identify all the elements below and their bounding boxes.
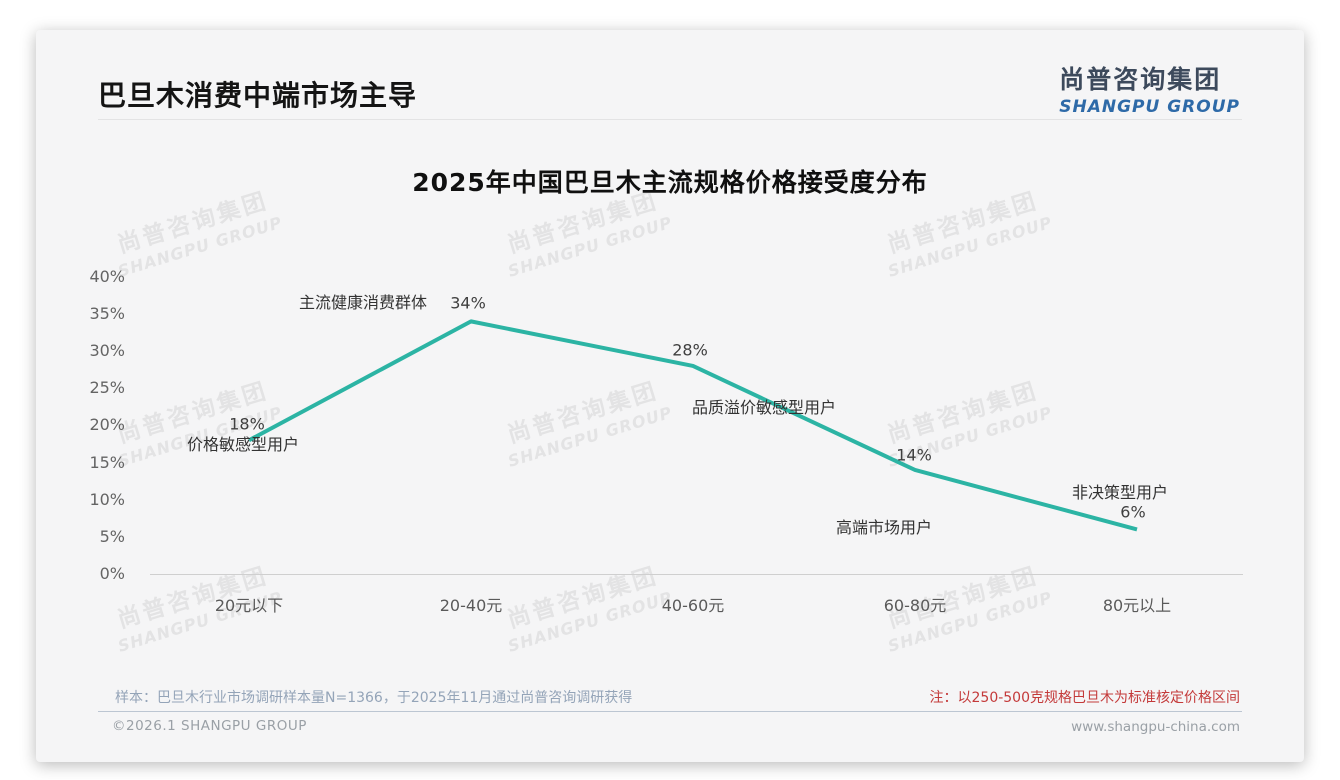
segment-annotation: 价格敏感型用户 xyxy=(186,435,300,455)
sample-note: 样本：巴旦木行业市场调研样本量N=1366，于2025年11月通过尚普咨询调研获… xyxy=(115,690,633,706)
y-tick-label: 35% xyxy=(89,303,125,323)
y-tick-label: 40% xyxy=(89,266,125,286)
data-value-label: 34% xyxy=(450,293,486,313)
price-basis-note: 注：以250-500克规格巴旦木为标准核定价格区间 xyxy=(929,690,1241,706)
data-value-label: 14% xyxy=(896,445,932,465)
footer-divider xyxy=(98,711,1242,712)
y-tick-label: 25% xyxy=(89,378,125,398)
segment-annotation: 主流健康消费群体 xyxy=(298,293,428,313)
x-axis-line xyxy=(150,574,1243,575)
segment-annotation: 高端市场用户 xyxy=(835,517,933,537)
x-axis-label: 80元以上 xyxy=(1102,596,1172,615)
logo-chinese-text: 尚普咨询集团 xyxy=(1059,65,1222,94)
copyright-text: ©2026.1 SHANGPU GROUP xyxy=(112,718,307,734)
x-axis-label: 60-80元 xyxy=(883,596,947,615)
x-axis-label: 40-60元 xyxy=(661,596,725,615)
x-axis-label: 20元以下 xyxy=(214,596,284,615)
data-value-label: 28% xyxy=(672,340,708,360)
y-tick-label: 10% xyxy=(89,489,125,509)
y-tick-label: 30% xyxy=(89,341,125,361)
x-axis-label: 20-40元 xyxy=(439,596,503,615)
y-tick-label: 5% xyxy=(99,526,125,546)
company-logo: 尚普咨询集团 SHANGPU GROUP xyxy=(1059,60,1240,117)
segment-annotation: 非决策型用户 xyxy=(1071,483,1169,503)
chart-title: 2025年中国巴旦木主流规格价格接受度分布 xyxy=(412,168,928,197)
website-url: www.shangpu-china.com xyxy=(1071,719,1240,735)
slide-title: 巴旦木消费中端市场主导 xyxy=(98,79,418,112)
slide: 尚普咨询集团 SHANGPU GROUP 尚普咨询集团 SHANGPU GROUP 尚普… xyxy=(36,30,1304,762)
segment-annotation: 品质溢价敏感型用户 xyxy=(691,397,837,417)
price-acceptance-line-chart: 0% 5% 10% 15% 20% 25% 30% 35% 40% 18% 34% 28% 14% 6%… xyxy=(36,30,1304,762)
logo-english-text: SHANGPU GROUP xyxy=(1059,97,1240,117)
header-divider xyxy=(98,119,1242,120)
line-chart-canvas xyxy=(248,319,1138,532)
y-tick-label: 20% xyxy=(89,415,125,435)
y-tick-label: 0% xyxy=(99,564,125,583)
data-value-label: 18% xyxy=(229,414,265,434)
data-value-label: 6% xyxy=(1120,502,1146,522)
y-tick-label: 15% xyxy=(89,452,125,472)
